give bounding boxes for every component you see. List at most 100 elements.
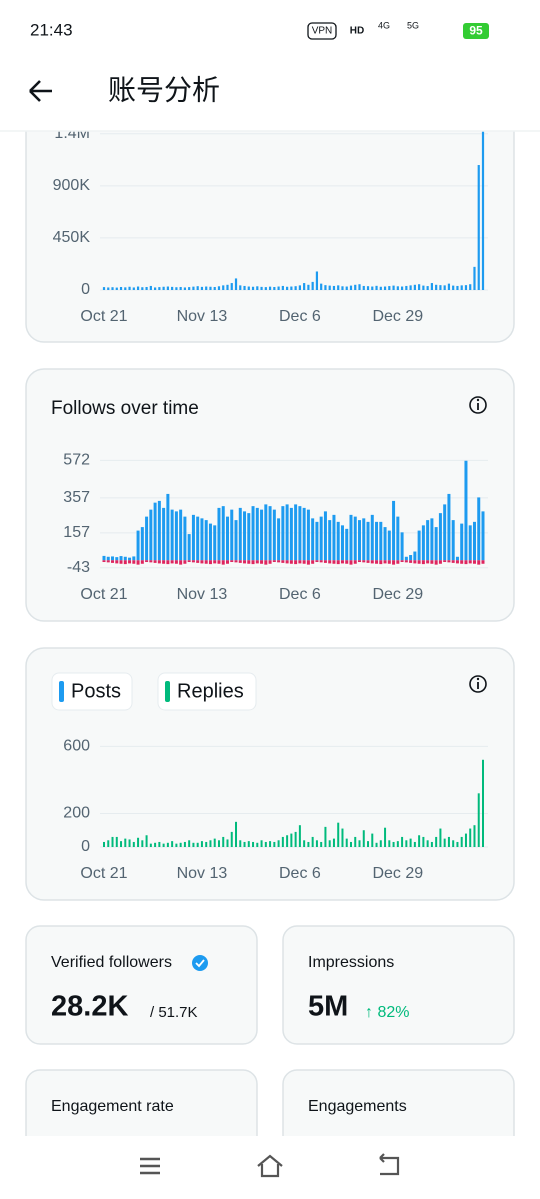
bar <box>332 514 336 561</box>
stat-card[interactable] <box>25 925 258 1045</box>
bar <box>200 286 204 290</box>
bar <box>464 833 467 847</box>
bar <box>247 513 251 561</box>
y-tick-label: 200 <box>63 805 90 822</box>
bar <box>337 285 340 290</box>
bar <box>183 560 187 564</box>
bar <box>213 286 216 290</box>
bar <box>256 842 259 847</box>
bar <box>124 838 127 847</box>
bar <box>447 283 451 290</box>
bar <box>298 285 301 290</box>
bar <box>137 837 140 847</box>
bar <box>183 516 187 561</box>
bar <box>264 504 268 561</box>
bar <box>409 285 412 290</box>
bar <box>332 560 336 564</box>
bar <box>179 286 182 290</box>
bar <box>455 556 459 561</box>
x-tick-label: Dec 29 <box>372 308 423 325</box>
battery-level: 95 <box>469 24 483 38</box>
stat-change: ↑ 82% <box>365 1004 409 1021</box>
bar <box>222 285 225 290</box>
bar <box>188 840 191 847</box>
bar <box>243 560 247 564</box>
info-icon[interactable] <box>469 396 487 414</box>
bar <box>264 560 268 565</box>
legend-chip[interactable]: Replies <box>157 672 257 711</box>
bar <box>277 840 280 847</box>
bar <box>383 560 387 564</box>
stat-title: Verified followers <box>51 954 172 971</box>
bar <box>294 286 297 290</box>
bar <box>472 521 476 561</box>
bar <box>341 286 344 290</box>
bar <box>252 841 255 847</box>
bar <box>417 560 421 564</box>
bar <box>230 283 233 290</box>
info-icon[interactable] <box>469 675 487 693</box>
bar <box>221 560 225 565</box>
bar <box>247 841 250 847</box>
bar <box>438 513 442 561</box>
x-tick-label: Dec 29 <box>372 586 423 603</box>
nav-menu[interactable] <box>140 1157 160 1175</box>
bar <box>277 286 280 290</box>
bar <box>298 506 302 561</box>
stat-card[interactable] <box>282 925 515 1045</box>
bar <box>409 560 413 563</box>
back-button[interactable] <box>29 80 52 102</box>
bar <box>179 560 183 565</box>
bar <box>340 560 344 564</box>
bar <box>191 514 195 561</box>
bar <box>392 841 395 847</box>
bar <box>418 284 421 290</box>
bar <box>336 560 340 565</box>
bar <box>294 504 298 561</box>
bar <box>272 560 276 563</box>
bar <box>452 840 455 847</box>
vpn-box <box>307 22 337 40</box>
bar <box>401 836 404 847</box>
bar <box>162 507 166 561</box>
bar <box>404 560 408 563</box>
bar <box>196 516 200 561</box>
bar <box>260 509 264 561</box>
bar <box>273 286 276 290</box>
bar <box>421 560 425 565</box>
bar <box>379 840 382 847</box>
bar <box>153 502 157 561</box>
bar <box>128 560 132 564</box>
bar <box>354 284 357 290</box>
bar <box>226 839 229 847</box>
bar <box>349 560 353 565</box>
bar <box>384 827 387 847</box>
bar <box>324 826 327 847</box>
nav-back[interactable] <box>379 1153 400 1176</box>
bar <box>239 285 242 290</box>
nav-home[interactable] <box>257 1154 283 1178</box>
bar <box>264 841 267 847</box>
bar <box>306 560 310 565</box>
bar <box>315 271 319 290</box>
bar <box>311 281 314 290</box>
bar <box>149 560 153 563</box>
bar <box>268 506 272 561</box>
bar <box>286 286 289 290</box>
bar <box>213 560 217 564</box>
bar <box>370 514 374 561</box>
bar <box>141 287 144 290</box>
bar <box>226 284 229 290</box>
bar <box>426 840 429 847</box>
status-net: 5G <box>407 20 419 30</box>
bar <box>438 560 442 564</box>
stat-title: Engagements <box>308 1098 407 1115</box>
bar <box>103 841 105 847</box>
bar <box>400 286 404 290</box>
legend-chip[interactable]: Posts <box>51 672 133 711</box>
bar <box>166 842 169 847</box>
bar <box>175 843 178 847</box>
bar <box>213 525 217 561</box>
bar <box>354 836 357 847</box>
bar <box>200 518 204 561</box>
